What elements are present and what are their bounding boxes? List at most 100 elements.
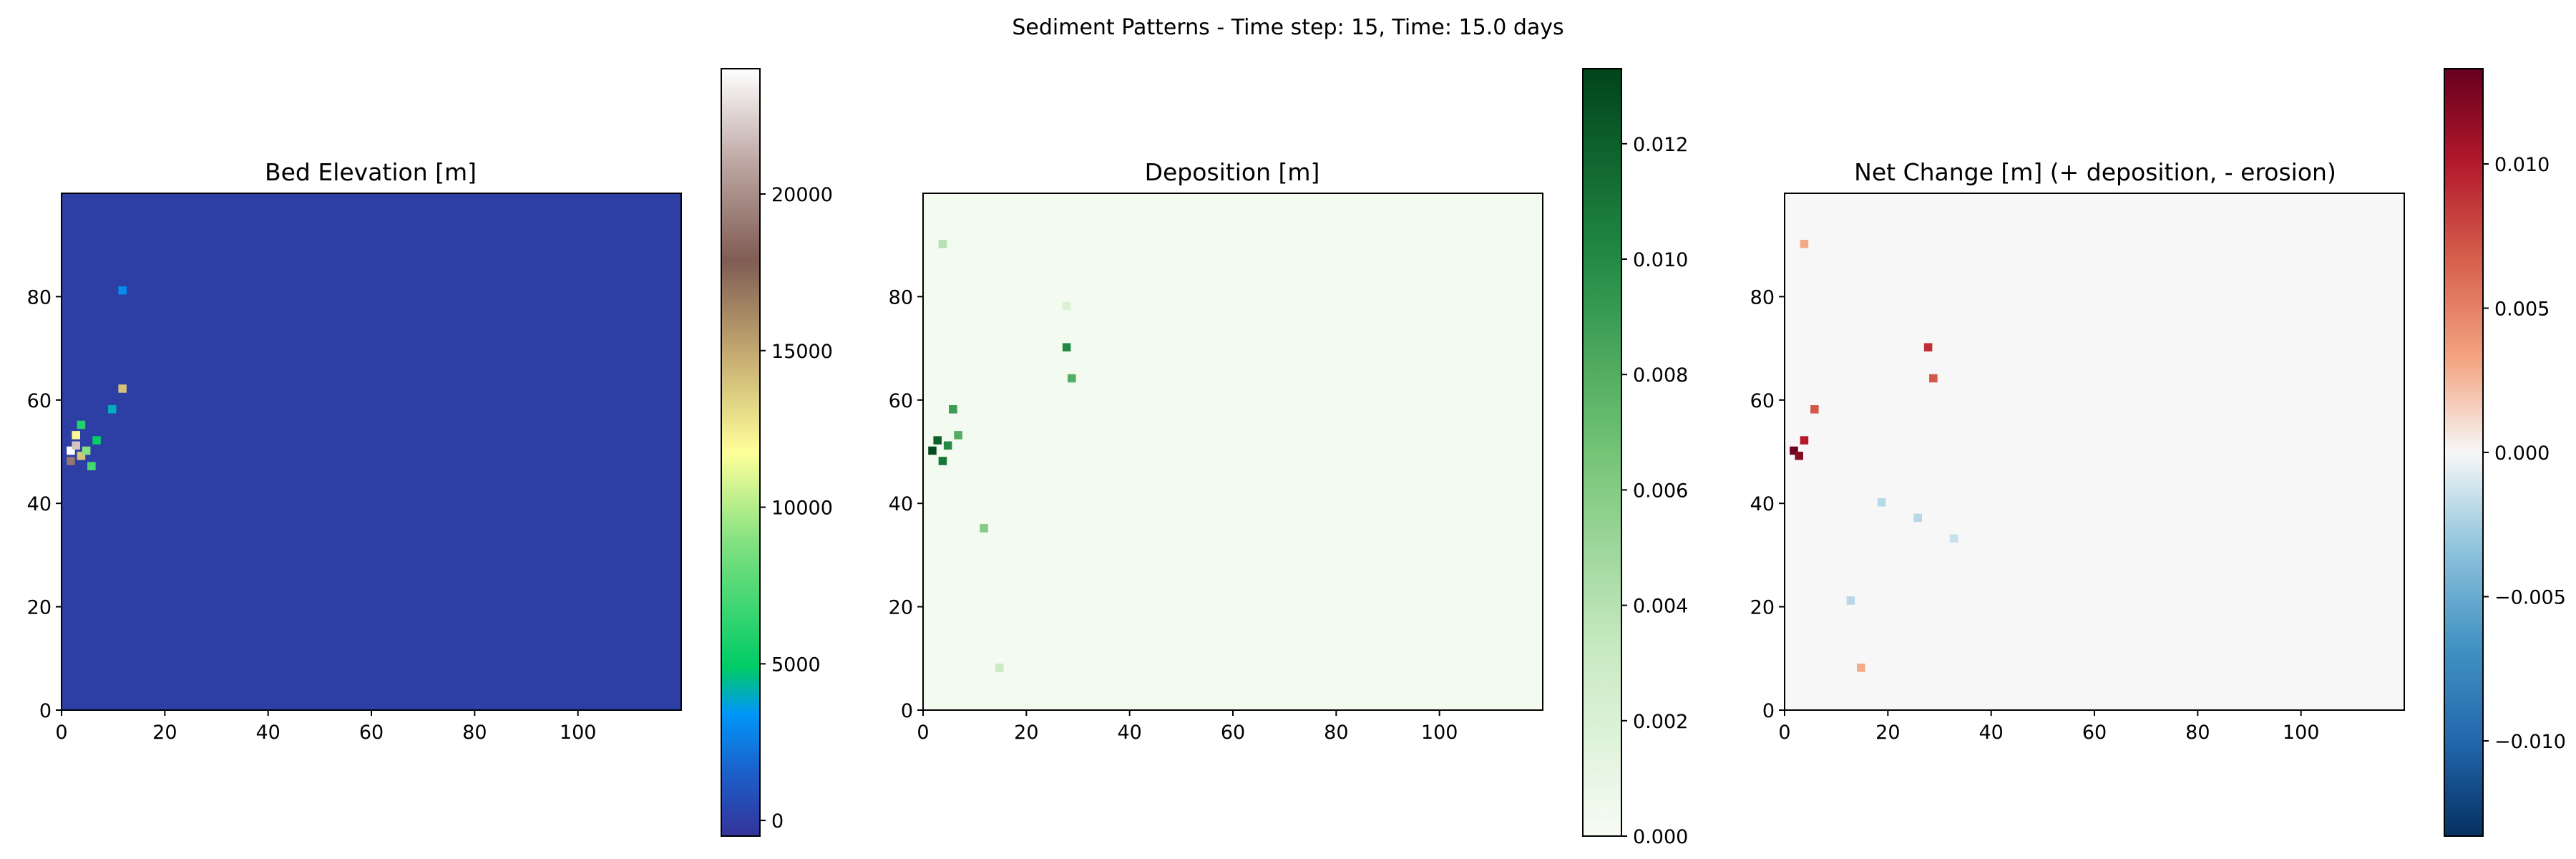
deposition-x-axis: 0 20 40 60 80 100 — [917, 710, 1458, 744]
deposition-cell — [943, 441, 952, 450]
deposition-colorbar-tick-label: 0.000 — [1633, 826, 1688, 848]
net-change-cell — [1923, 343, 1933, 351]
bed-elevation-cell — [67, 446, 75, 455]
net-change-background-field — [1785, 193, 2404, 710]
net-change-colorbar-tick-label: 0.000 — [2494, 442, 2550, 465]
bed-elevation-background-field — [62, 193, 681, 710]
net-change-colorbar-tick-label: 0.010 — [2494, 154, 2550, 176]
bed-elevation-x-tick-label: 0 — [55, 722, 67, 744]
bed-elevation-frame — [61, 193, 682, 711]
deposition-cell — [933, 436, 942, 445]
deposition-colorbar-tick-label: 0.008 — [1633, 364, 1688, 387]
bed-elevation-x-tick-label: 20 — [152, 722, 177, 744]
deposition-y-tick-label: 0 — [901, 700, 913, 722]
net-change-x-tick-label: 40 — [1979, 722, 2003, 744]
bed-elevation-y-tick-label: 0 — [39, 700, 52, 722]
deposition-colorbar-tick-label: 0.004 — [1633, 596, 1688, 618]
net-change-title: Net Change [m] (+ deposition, - erosion) — [1854, 158, 2336, 186]
bed-elevation-y-tick-label: 80 — [27, 286, 52, 309]
deposition-x-tick-label: 80 — [1324, 722, 1348, 744]
deposition-y-tick-label: 40 — [889, 493, 913, 515]
bed-elevation-colorbar-tick-label: 20000 — [771, 184, 833, 206]
bed-elevation-cell — [107, 405, 117, 414]
bed-elevation-title: Bed Elevation [m] — [265, 158, 477, 186]
bed-elevation-colorbar-tick-label: 10000 — [771, 498, 833, 520]
bed-elevation-x-tick-label: 80 — [462, 722, 487, 744]
bed-elevation-y-tick-label: 20 — [27, 597, 52, 619]
bed-elevation-colorbar-tick-label: 0 — [771, 810, 784, 833]
deposition-x-tick-label: 60 — [1221, 722, 1245, 744]
deposition-cell — [938, 239, 947, 248]
deposition-background-field — [923, 193, 1543, 710]
bed-elevation-cell — [77, 452, 86, 460]
net-change-y-tick-label: 0 — [1762, 700, 1775, 722]
deposition-colorbar: 0.000 0.002 0.004 0.006 0.008 0.010 0.012 — [1582, 68, 1688, 848]
deposition-y-axis: 0 20 40 60 80 — [889, 286, 923, 722]
net-change-y-tick-label: 40 — [1750, 493, 1775, 515]
deposition-panel: Deposition [m] 0 20 40 60 80 100 0 20 40 60 80 0.… — [889, 68, 1688, 848]
bed-elevation-cell — [77, 420, 86, 430]
bed-elevation-cell — [72, 441, 80, 450]
deposition-cell — [1062, 301, 1071, 311]
net-change-x-tick-label: 60 — [2082, 722, 2107, 744]
bed-elevation-x-axis: 0 20 40 60 80 100 — [55, 710, 596, 744]
deposition-cell — [928, 446, 937, 455]
deposition-y-tick-label: 80 — [889, 286, 913, 309]
deposition-cell — [954, 431, 962, 440]
net-change-colorbar-gradient — [2444, 68, 2484, 837]
deposition-cell — [1068, 374, 1076, 383]
net-change-y-tick-label: 80 — [1750, 286, 1775, 309]
bed-elevation-y-axis: 0 20 40 60 80 — [27, 286, 62, 722]
deposition-colorbar-tick-label: 0.002 — [1633, 711, 1688, 733]
deposition-y-tick-label: 20 — [889, 597, 913, 619]
net-change-colorbar: 0.010 0.005 0.000 −0.005 −0.010 — [2444, 68, 2566, 837]
deposition-cell — [938, 457, 947, 465]
net-change-cell — [1949, 534, 1958, 543]
net-change-panel: Net Change [m] (+ deposition, - erosion)… — [1750, 68, 2566, 837]
net-change-x-tick-label: 100 — [2283, 722, 2320, 744]
net-change-cell — [1877, 498, 1886, 507]
bed-elevation-x-tick-label: 40 — [255, 722, 280, 744]
net-change-frame — [1784, 193, 2405, 711]
net-change-y-axis: 0 20 40 60 80 — [1750, 286, 1785, 722]
deposition-x-tick-label: 20 — [1014, 722, 1038, 744]
deposition-cell — [1062, 343, 1071, 351]
net-change-y-tick-label: 20 — [1750, 597, 1775, 619]
net-change-cell — [1929, 374, 1938, 383]
net-change-heatmap — [1785, 193, 2404, 710]
net-change-cell — [1857, 664, 1865, 672]
bed-elevation-colorbar-gradient — [721, 68, 761, 837]
bed-elevation-colorbar-tick-label: 5000 — [771, 654, 821, 676]
bed-elevation-y-tick-label: 40 — [27, 493, 52, 515]
bed-elevation-panel: Bed Elevation [m] 0 20 40 60 80 100 0 20 40 60 80… — [27, 68, 833, 837]
net-change-cell — [1810, 405, 1819, 414]
deposition-x-tick-label: 40 — [1117, 722, 1141, 744]
deposition-title: Deposition [m] — [1145, 158, 1320, 186]
net-change-x-tick-label: 0 — [1778, 722, 1790, 744]
deposition-x-tick-label: 100 — [1421, 722, 1458, 744]
bed-elevation-heatmap — [62, 193, 681, 710]
net-change-cell — [1800, 436, 1809, 445]
bed-elevation-colorbar: 0 5000 10000 15000 20000 — [721, 68, 833, 837]
net-change-x-axis: 0 20 40 60 80 100 — [1778, 710, 2319, 744]
deposition-heatmap — [923, 193, 1543, 710]
net-change-colorbar-tick-label: −0.005 — [2494, 587, 2566, 609]
bed-elevation-x-tick-label: 60 — [359, 722, 384, 744]
deposition-cell — [980, 524, 988, 533]
deposition-colorbar-tick-label: 0.010 — [1633, 249, 1688, 271]
bed-elevation-cell — [87, 462, 96, 470]
net-change-colorbar-tick-label: −0.010 — [2494, 731, 2566, 753]
bed-elevation-cell — [92, 436, 101, 445]
deposition-cell — [949, 405, 957, 414]
deposition-x-tick-label: 0 — [917, 722, 929, 744]
net-change-cell — [1800, 239, 1809, 248]
deposition-cell — [995, 664, 1004, 672]
net-change-cell — [1790, 446, 1798, 455]
figure-suptitle: Sediment Patterns - Time step: 15, Time:… — [1012, 15, 1563, 40]
deposition-y-tick-label: 60 — [889, 390, 913, 412]
bed-elevation-x-tick-label: 100 — [560, 722, 597, 744]
net-change-cell — [1795, 452, 1803, 460]
net-change-cell — [1846, 596, 1855, 605]
net-change-x-tick-label: 80 — [2185, 722, 2210, 744]
